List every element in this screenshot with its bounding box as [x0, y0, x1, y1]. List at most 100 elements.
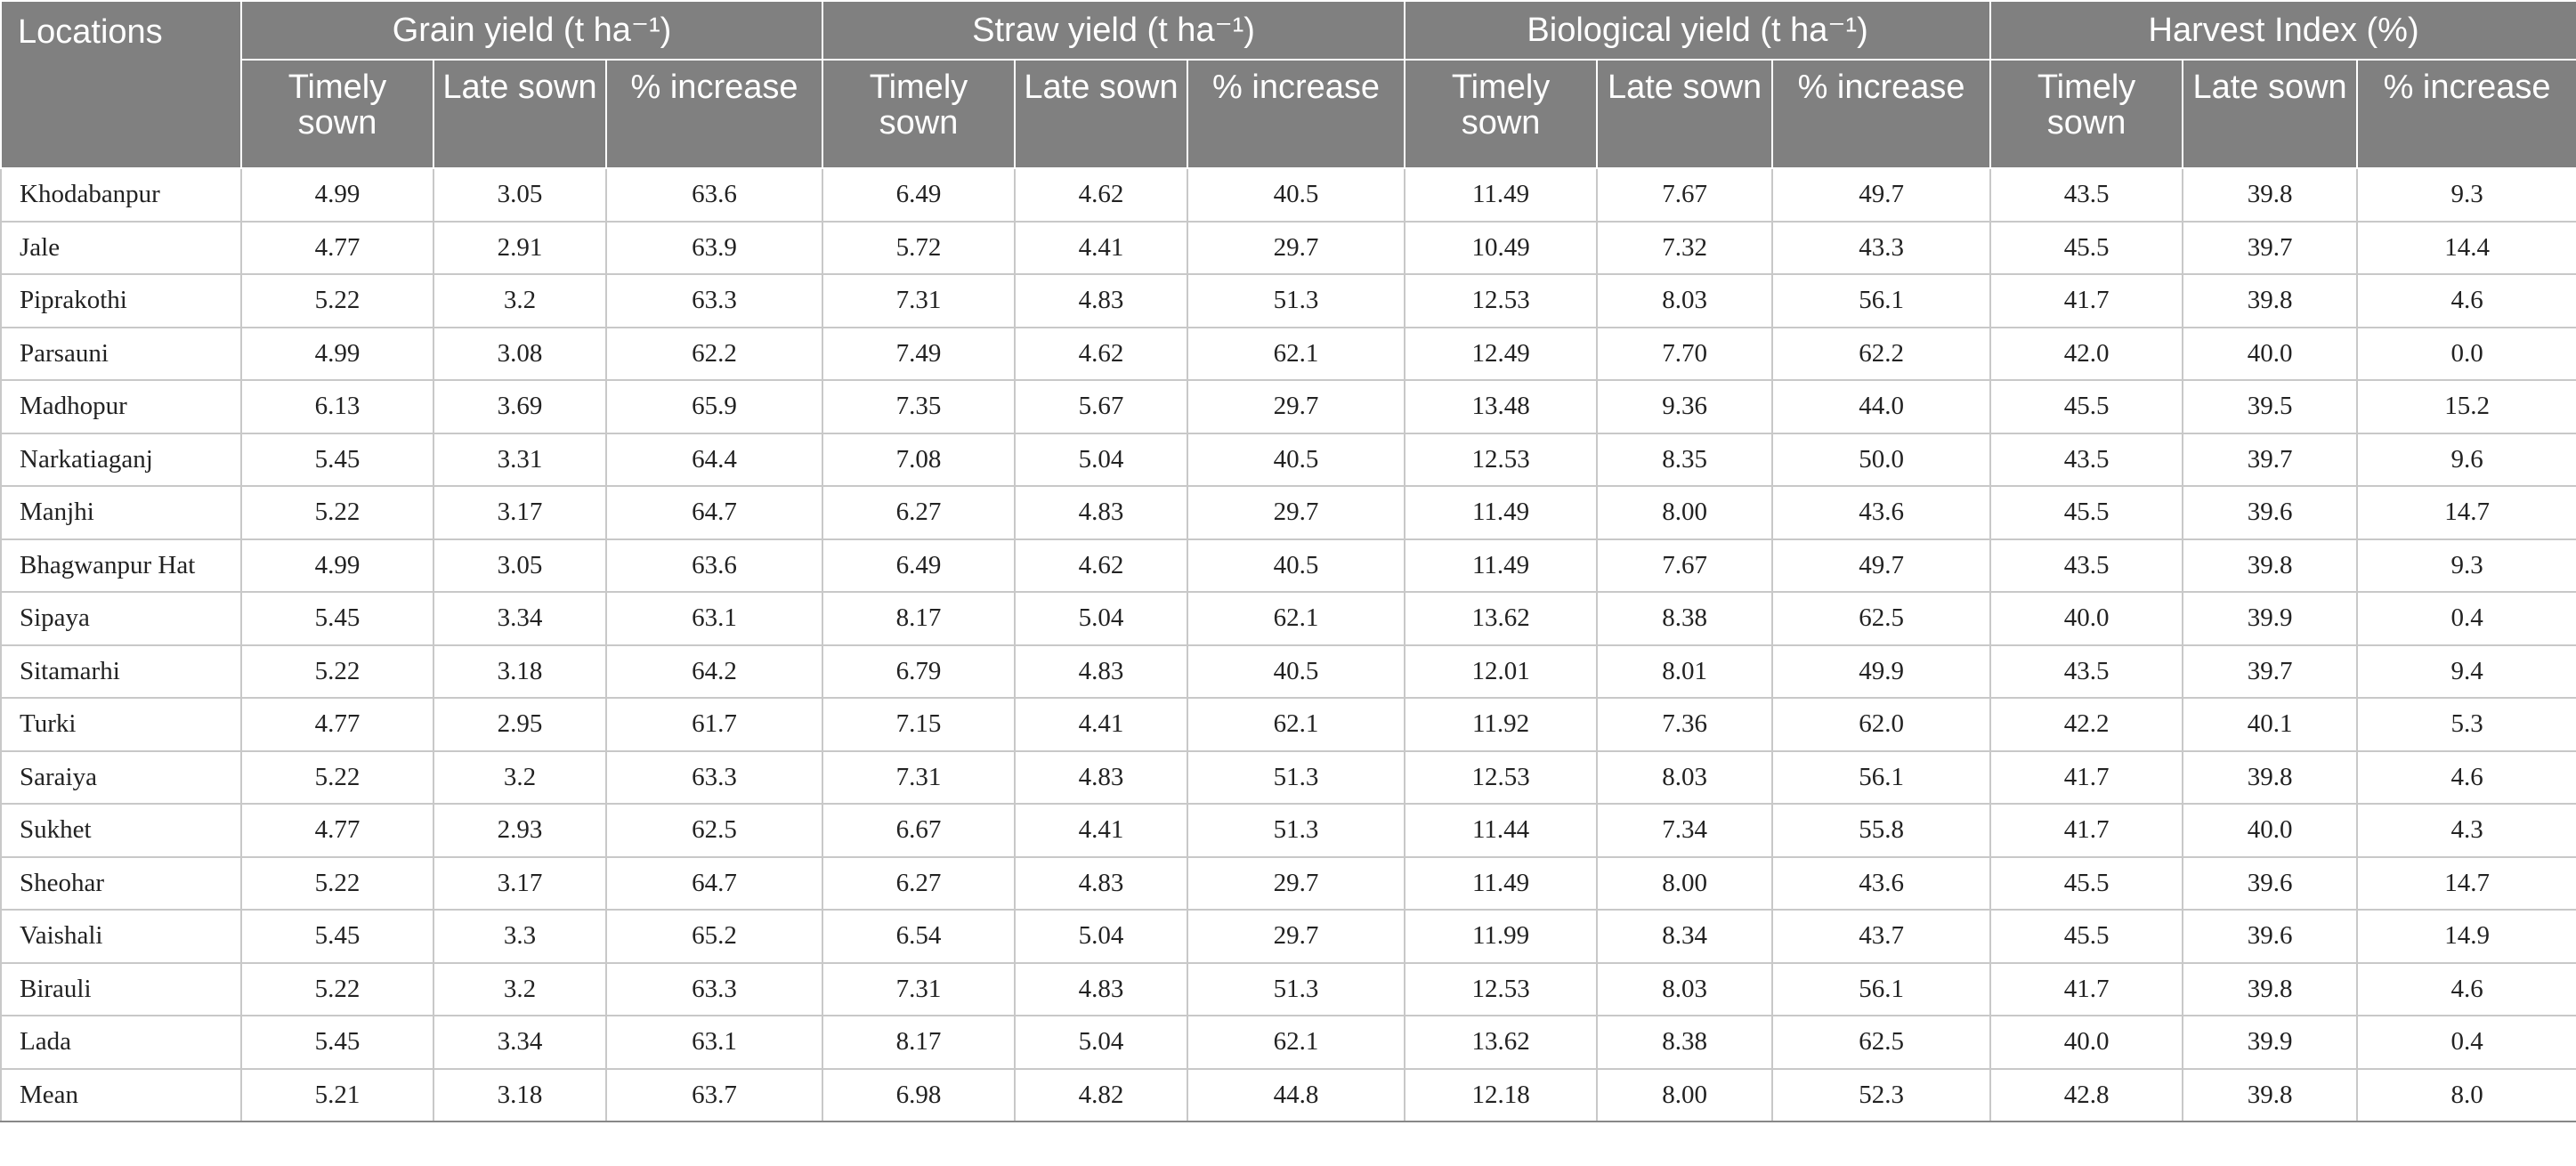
value-cell: 51.3 — [1187, 803, 1406, 858]
value-cell: 8.17 — [822, 1015, 1017, 1070]
location-cell: Khodabanpur — [0, 167, 242, 223]
value-cell: 43.7 — [1771, 909, 1992, 964]
location-cell: Mean — [0, 1067, 242, 1122]
value-cell: 8.03 — [1596, 273, 1774, 328]
table-row: Madhopur 6.13 3.69 65.9 7.35 5.67 29.7 13.48 9.3… — [0, 379, 2576, 434]
timely-sown-header: Timely sown — [822, 59, 1017, 169]
value-cell: 4.83 — [1014, 961, 1189, 1016]
value-cell: 64.7 — [604, 485, 824, 540]
value-cell: 2.95 — [433, 697, 607, 752]
value-cell: 5.22 — [240, 644, 434, 699]
value-cell: 9.3 — [2356, 538, 2576, 593]
value-cell: 63.7 — [604, 1067, 824, 1122]
value-cell: 5.22 — [240, 961, 434, 1016]
value-cell: 5.04 — [1014, 1015, 1189, 1070]
value-cell: 7.15 — [822, 697, 1017, 752]
location-cell: Sitamarhi — [0, 644, 242, 699]
value-cell: 51.3 — [1187, 961, 1406, 1016]
value-cell: 5.45 — [240, 432, 434, 487]
value-cell: 49.9 — [1771, 644, 1992, 699]
value-cell: 5.45 — [240, 1015, 434, 1070]
value-cell: 3.2 — [433, 961, 607, 1016]
value-cell: 3.31 — [433, 432, 607, 487]
value-cell: 12.53 — [1404, 432, 1599, 487]
value-cell: 9.6 — [2356, 432, 2576, 487]
value-cell: 40.0 — [2182, 326, 2359, 381]
percent-increase-header: % increase — [2356, 59, 2576, 169]
value-cell: 0.0 — [2356, 326, 2576, 381]
table-row: Jale 4.77 2.91 63.9 5.72 4.41 29.7 10.49 7.32 43.… — [0, 220, 2576, 275]
value-cell: 5.22 — [240, 749, 434, 805]
value-cell: 3.18 — [433, 644, 607, 699]
value-cell: 5.22 — [240, 485, 434, 540]
value-cell: 51.3 — [1187, 749, 1406, 805]
value-cell: 64.2 — [604, 644, 824, 699]
value-cell: 0.4 — [2356, 591, 2576, 646]
value-cell: 39.6 — [2182, 485, 2359, 540]
location-cell: Madhopur — [0, 379, 242, 434]
location-cell: Sukhet — [0, 803, 242, 858]
value-cell: 39.8 — [2182, 961, 2359, 1016]
value-cell: 5.45 — [240, 591, 434, 646]
value-cell: 4.6 — [2356, 749, 2576, 805]
late-sown-header: Late sown — [2182, 59, 2359, 169]
value-cell: 3.05 — [433, 167, 607, 223]
value-cell: 4.77 — [240, 220, 434, 275]
value-cell: 43.5 — [1989, 644, 2184, 699]
table-row: Lada 5.45 3.34 63.1 8.17 5.04 62.1 13.62 8.38 62.… — [0, 1015, 2576, 1070]
value-cell: 64.4 — [604, 432, 824, 487]
value-cell: 9.3 — [2356, 167, 2576, 223]
value-cell: 5.3 — [2356, 697, 2576, 752]
value-cell: 40.0 — [1989, 1015, 2184, 1070]
value-cell: 6.54 — [822, 909, 1017, 964]
value-cell: 10.49 — [1404, 220, 1599, 275]
value-cell: 8.03 — [1596, 961, 1774, 1016]
table-row: Sitamarhi 5.22 3.18 64.2 6.79 4.83 40.5 12.01 8.… — [0, 644, 2576, 699]
value-cell: 6.67 — [822, 803, 1017, 858]
table-row: Sheohar 5.22 3.17 64.7 6.27 4.83 29.7 11.49 8.00… — [0, 855, 2576, 911]
value-cell: 6.27 — [822, 855, 1017, 911]
value-cell: 4.82 — [1014, 1067, 1189, 1122]
value-cell: 5.04 — [1014, 432, 1189, 487]
value-cell: 6.79 — [822, 644, 1017, 699]
value-cell: 4.41 — [1014, 697, 1189, 752]
table-row: Sipaya 5.45 3.34 63.1 8.17 5.04 62.1 13.62 8.38 6… — [0, 591, 2576, 646]
value-cell: 62.1 — [1187, 591, 1406, 646]
value-cell: 8.38 — [1596, 1015, 1774, 1070]
table-row: Turki 4.77 2.95 61.7 7.15 4.41 62.1 11.92 7.36 62… — [0, 697, 2576, 752]
late-sown-header: Late sown — [433, 59, 607, 169]
value-cell: 4.77 — [240, 803, 434, 858]
value-cell: 42.2 — [1989, 697, 2184, 752]
value-cell: 44.8 — [1187, 1067, 1406, 1122]
value-cell: 4.3 — [2356, 803, 2576, 858]
table-row: Saraiya 5.22 3.2 63.3 7.31 4.83 51.3 12.53 8.03 5… — [0, 749, 2576, 805]
value-cell: 52.3 — [1771, 1067, 1992, 1122]
value-cell: 12.53 — [1404, 273, 1599, 328]
location-cell: Narkatiaganj — [0, 432, 242, 487]
value-cell: 3.18 — [433, 1067, 607, 1122]
value-cell: 63.6 — [604, 538, 824, 593]
value-cell: 39.8 — [2182, 273, 2359, 328]
table-row: Piprakothi 5.22 3.2 63.3 7.31 4.83 51.3 12.53 8.… — [0, 273, 2576, 328]
value-cell: 8.00 — [1596, 855, 1774, 911]
value-cell: 63.3 — [604, 749, 824, 805]
value-cell: 7.32 — [1596, 220, 1774, 275]
timely-sown-header: Timely sown — [1989, 59, 2184, 169]
value-cell: 39.8 — [2182, 538, 2359, 593]
value-cell: 6.13 — [240, 379, 434, 434]
value-cell: 65.9 — [604, 379, 824, 434]
table-row: Mean 5.21 3.18 63.7 6.98 4.82 44.8 12.18 8.00 52.… — [0, 1067, 2576, 1122]
value-cell: 43.5 — [1989, 167, 2184, 223]
value-cell: 4.99 — [240, 326, 434, 381]
value-cell: 14.7 — [2356, 485, 2576, 540]
location-cell: Sheohar — [0, 855, 242, 911]
value-cell: 3.2 — [433, 273, 607, 328]
value-cell: 64.7 — [604, 855, 824, 911]
value-cell: 41.7 — [1989, 749, 2184, 805]
value-cell: 63.1 — [604, 1015, 824, 1070]
value-cell: 3.34 — [433, 591, 607, 646]
value-cell: 42.8 — [1989, 1067, 2184, 1122]
value-cell: 39.9 — [2182, 591, 2359, 646]
value-cell: 4.41 — [1014, 803, 1189, 858]
value-cell: 2.93 — [433, 803, 607, 858]
